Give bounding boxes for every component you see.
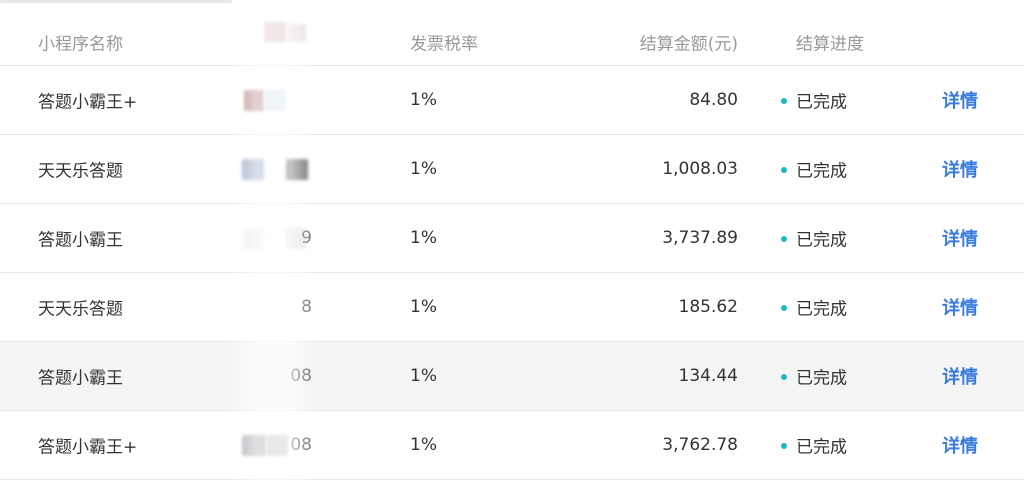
detail-link[interactable]: 详情 [942,160,978,181]
privacy-blur [228,0,318,490]
detail-link[interactable]: 详情 [942,436,978,457]
app-name: 天天乐答题 [38,299,123,320]
status: 已完成 [796,161,847,182]
tax-rate: 1% [410,159,437,179]
app-name: 天天乐答题 [38,161,123,182]
status: 已完成 [796,92,847,113]
header-status: 结算进度 [796,34,864,55]
amount: 3,762.78 [662,435,738,455]
table-row: 答题小霸王+ 1% 84.80 已完成 详情 [0,66,1024,135]
amount: 134.44 [678,366,738,386]
detail-link[interactable]: 详情 [942,91,978,112]
table-header: 小程序名称 发票税率 结算金额(元) 结算进度 [0,0,1024,66]
status-dot [781,305,787,311]
amount: 185.62 [678,297,738,317]
status-dot [781,167,787,173]
status-dot [781,443,787,449]
status-dot [781,236,787,242]
app-name: 答题小霸王+ [38,437,138,458]
app-name: 答题小霸王 [38,230,123,251]
scroll-bar [0,0,232,3]
status: 已完成 [796,299,847,320]
amount: 84.80 [689,90,738,110]
app-name: 答题小霸王+ [38,92,138,113]
tax-rate: 1% [410,366,437,386]
tax-rate: 1% [410,90,437,110]
tax-rate: 1% [410,297,437,317]
tax-rate: 1% [410,228,437,248]
detail-link[interactable]: 详情 [942,229,978,250]
status: 已完成 [796,230,847,251]
status-dot [781,98,787,104]
header-name: 小程序名称 [38,34,123,55]
status: 已完成 [796,368,847,389]
amount: 3,737.89 [662,228,738,248]
status-dot [781,374,787,380]
detail-link[interactable]: 详情 [942,367,978,388]
header-tax: 发票税率 [410,34,478,55]
detail-link[interactable]: 详情 [942,298,978,319]
tax-rate: 1% [410,435,437,455]
status: 已完成 [796,437,847,458]
app-name: 答题小霸王 [38,368,123,389]
table-row: 天天乐答题 1% 1,008.03 已完成 详情 [0,135,1024,204]
amount: 1,008.03 [662,159,738,179]
header-amount: 结算金额(元) [639,34,738,55]
